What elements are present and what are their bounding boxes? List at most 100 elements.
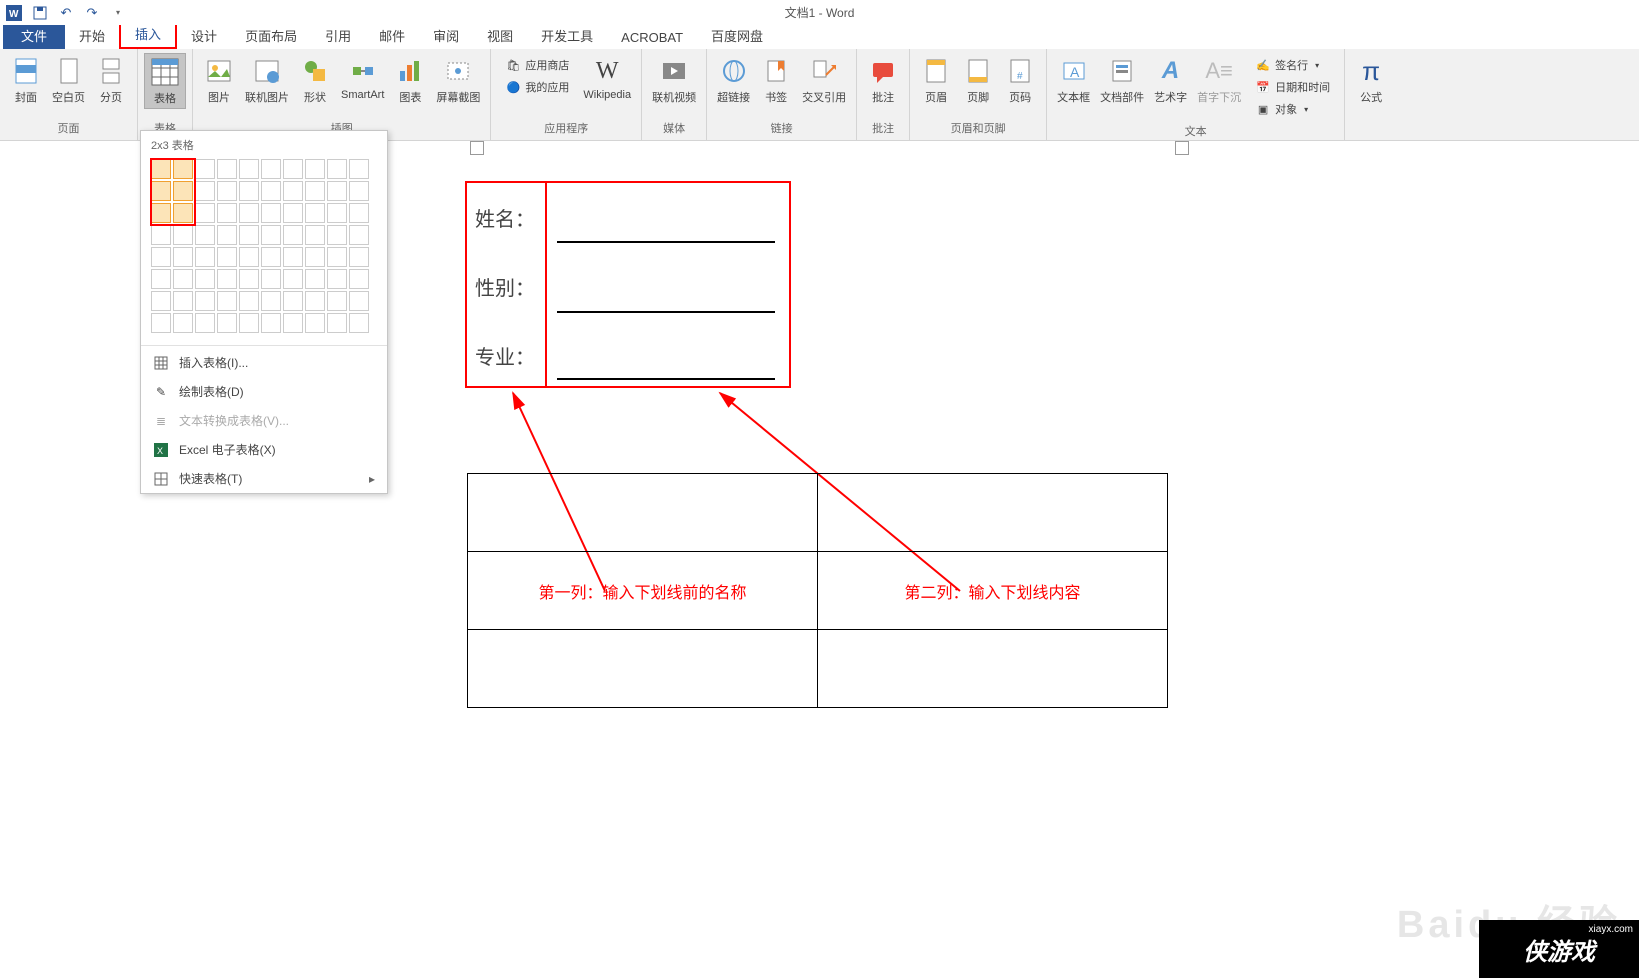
- crossref-button[interactable]: 交叉引用: [798, 53, 850, 107]
- grid-cell[interactable]: [217, 225, 237, 245]
- grid-cell[interactable]: [349, 269, 369, 289]
- grid-cell[interactable]: [349, 181, 369, 201]
- grid-cell[interactable]: [261, 203, 281, 223]
- grid-cell[interactable]: [173, 181, 193, 201]
- grid-cell[interactable]: [173, 225, 193, 245]
- grid-cell[interactable]: [195, 247, 215, 267]
- tab-home[interactable]: 开始: [65, 22, 119, 49]
- footer-button[interactable]: 页脚: [958, 53, 998, 107]
- object-button[interactable]: ▣对象▾: [1251, 99, 1334, 119]
- grid-cell[interactable]: [327, 159, 347, 179]
- grid-cell[interactable]: [261, 291, 281, 311]
- pagenum-button[interactable]: #页码: [1000, 53, 1040, 107]
- table-cell[interactable]: [468, 474, 818, 552]
- grid-cell[interactable]: [239, 203, 259, 223]
- grid-cell[interactable]: [327, 225, 347, 245]
- grid-cell[interactable]: [283, 247, 303, 267]
- grid-cell[interactable]: [151, 181, 171, 201]
- grid-cell[interactable]: [305, 313, 325, 333]
- quick-tables-menuitem[interactable]: 快速表格(T)▸: [141, 464, 387, 493]
- grid-cell[interactable]: [305, 181, 325, 201]
- grid-cell[interactable]: [195, 225, 215, 245]
- tab-references[interactable]: 引用: [311, 22, 365, 49]
- tab-developer[interactable]: 开发工具: [527, 22, 607, 49]
- tab-view[interactable]: 视图: [473, 22, 527, 49]
- tab-file[interactable]: 文件: [3, 22, 65, 49]
- datetime-button[interactable]: 📅日期和时间: [1251, 77, 1334, 97]
- table-cell[interactable]: [818, 630, 1168, 708]
- grid-cell[interactable]: [349, 225, 369, 245]
- grid-cell[interactable]: [283, 159, 303, 179]
- screenshot-button[interactable]: 屏幕截图: [432, 53, 484, 107]
- wordart-button[interactable]: A艺术字: [1150, 53, 1191, 107]
- online-video-button[interactable]: 联机视频: [648, 53, 700, 107]
- table-cell[interactable]: [818, 474, 1168, 552]
- grid-cell[interactable]: [151, 291, 171, 311]
- tab-acrobat[interactable]: ACROBAT: [607, 26, 697, 49]
- bookmark-button[interactable]: 书签: [756, 53, 796, 107]
- online-pictures-button[interactable]: 联机图片: [241, 53, 293, 107]
- chart-button[interactable]: 图表: [390, 53, 430, 107]
- grid-cell[interactable]: [173, 291, 193, 311]
- wikipedia-button[interactable]: WWikipedia: [579, 53, 635, 103]
- blank-page-button[interactable]: 空白页: [48, 53, 89, 107]
- grid-cell[interactable]: [151, 247, 171, 267]
- header-button[interactable]: 页眉: [916, 53, 956, 107]
- textbox-button[interactable]: A文本框: [1053, 53, 1094, 107]
- insert-table-menuitem[interactable]: 插入表格(I)...: [141, 348, 387, 377]
- grid-cell[interactable]: [283, 225, 303, 245]
- grid-cell[interactable]: [261, 225, 281, 245]
- grid-cell[interactable]: [217, 159, 237, 179]
- grid-cell[interactable]: [195, 291, 215, 311]
- grid-cell[interactable]: [151, 203, 171, 223]
- grid-cell[interactable]: [195, 181, 215, 201]
- inserted-table[interactable]: 第一列：输入下划线前的名称第二列：输入下划线内容: [467, 473, 1168, 708]
- grid-cell[interactable]: [349, 159, 369, 179]
- grid-cell[interactable]: [283, 291, 303, 311]
- store-button[interactable]: 🛍应用商店: [501, 55, 573, 75]
- pictures-button[interactable]: 图片: [199, 53, 239, 107]
- tab-netdisk[interactable]: 百度网盘: [697, 22, 777, 49]
- grid-cell[interactable]: [151, 313, 171, 333]
- grid-cell[interactable]: [239, 225, 259, 245]
- grid-cell[interactable]: [195, 269, 215, 289]
- save-icon[interactable]: [32, 5, 48, 21]
- grid-cell[interactable]: [349, 313, 369, 333]
- hyperlink-button[interactable]: 超链接: [713, 53, 754, 107]
- table-button[interactable]: 表格: [144, 53, 186, 109]
- grid-cell[interactable]: [349, 291, 369, 311]
- tab-design[interactable]: 设计: [177, 22, 231, 49]
- grid-cell[interactable]: [327, 203, 347, 223]
- grid-cell[interactable]: [239, 181, 259, 201]
- quickparts-button[interactable]: 文档部件: [1096, 53, 1148, 107]
- grid-cell[interactable]: [261, 159, 281, 179]
- comment-button[interactable]: 批注: [863, 53, 903, 107]
- qat-dropdown-icon[interactable]: ▾: [110, 5, 126, 21]
- equation-button[interactable]: π公式: [1351, 53, 1391, 107]
- grid-cell[interactable]: [195, 159, 215, 179]
- smartart-button[interactable]: SmartArt: [337, 53, 388, 103]
- grid-cell[interactable]: [305, 225, 325, 245]
- grid-cell[interactable]: [305, 203, 325, 223]
- grid-cell[interactable]: [173, 159, 193, 179]
- grid-cell[interactable]: [349, 247, 369, 267]
- excel-spreadsheet-menuitem[interactable]: XExcel 电子表格(X): [141, 435, 387, 464]
- draw-table-menuitem[interactable]: ✎绘制表格(D): [141, 377, 387, 406]
- signature-line-button[interactable]: ✍签名行▾: [1251, 55, 1334, 75]
- grid-cell[interactable]: [261, 269, 281, 289]
- cover-page-button[interactable]: 封面: [6, 53, 46, 107]
- grid-cell[interactable]: [327, 269, 347, 289]
- grid-cell[interactable]: [151, 159, 171, 179]
- table-size-grid[interactable]: [141, 155, 387, 343]
- dropcap-button[interactable]: A≡首字下沉: [1193, 53, 1245, 107]
- myapps-button[interactable]: 🔵我的应用: [501, 77, 573, 97]
- page-break-button[interactable]: 分页: [91, 53, 131, 107]
- grid-cell[interactable]: [283, 269, 303, 289]
- grid-cell[interactable]: [217, 181, 237, 201]
- grid-cell[interactable]: [283, 313, 303, 333]
- grid-cell[interactable]: [217, 269, 237, 289]
- grid-cell[interactable]: [327, 313, 347, 333]
- grid-cell[interactable]: [327, 291, 347, 311]
- tab-layout[interactable]: 页面布局: [231, 22, 311, 49]
- tab-review[interactable]: 审阅: [419, 22, 473, 49]
